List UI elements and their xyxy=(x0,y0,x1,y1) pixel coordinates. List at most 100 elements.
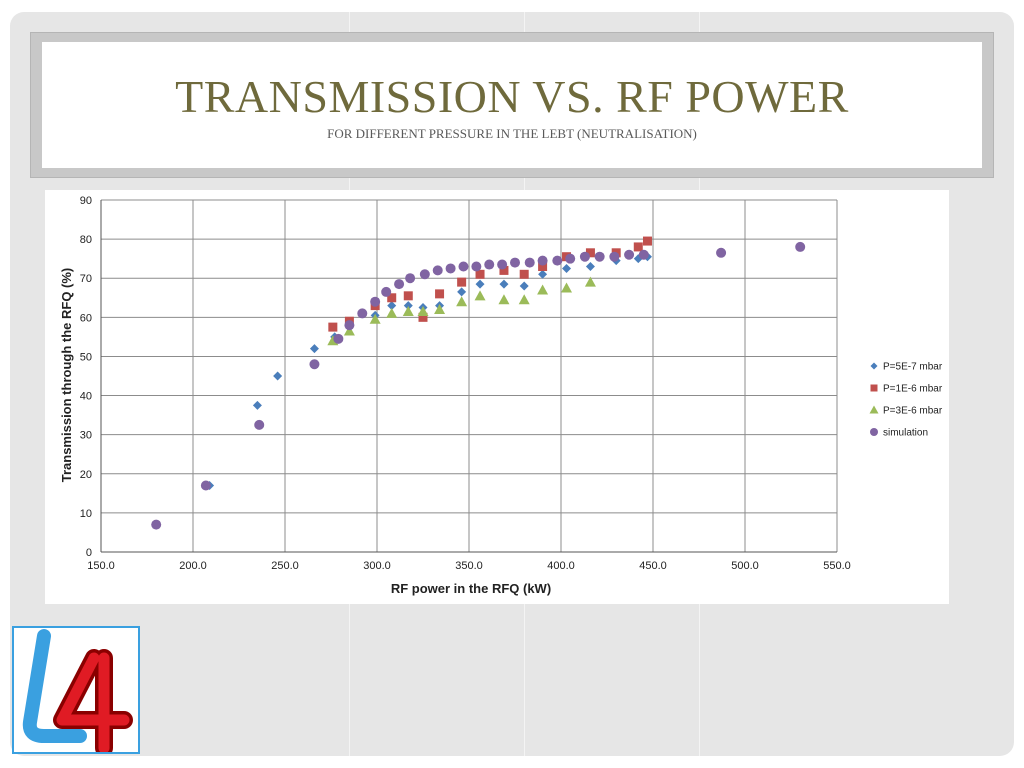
data-point xyxy=(343,325,355,336)
data-point xyxy=(333,333,344,344)
data-point xyxy=(403,291,413,301)
x-tick-label: 350.0 xyxy=(455,560,483,572)
legend-label: simulation xyxy=(883,428,928,439)
data-point xyxy=(795,241,806,252)
y-tick-label: 70 xyxy=(80,273,92,285)
data-point xyxy=(200,480,211,491)
data-point xyxy=(475,269,485,279)
slide-title: TRANSMISSION VS. RF POWER xyxy=(175,71,849,122)
l4-logo-graphic xyxy=(22,629,133,757)
data-point xyxy=(633,242,643,252)
data-point xyxy=(716,247,727,258)
data-point xyxy=(484,259,495,270)
data-point xyxy=(445,263,456,274)
data-point xyxy=(579,251,590,262)
data-point xyxy=(309,359,320,370)
legend-marker xyxy=(870,428,878,436)
data-point xyxy=(537,255,548,266)
data-point xyxy=(458,261,469,272)
data-point xyxy=(381,286,392,297)
x-tick-label: 500.0 xyxy=(731,560,759,572)
data-point xyxy=(609,251,620,262)
data-point xyxy=(386,307,398,318)
data-point xyxy=(369,313,381,324)
data-point xyxy=(638,249,649,260)
legend-label: P=3E-6 mbar xyxy=(883,406,943,417)
data-point xyxy=(151,519,162,530)
data-point xyxy=(402,305,414,316)
data-point xyxy=(387,301,397,311)
data-point xyxy=(524,257,535,268)
data-point xyxy=(585,248,595,258)
data-point xyxy=(434,304,446,315)
data-point xyxy=(497,259,508,270)
series-simulation xyxy=(151,241,806,530)
data-point xyxy=(309,344,319,354)
legend-label: P=1E-6 mbar xyxy=(883,384,943,395)
legend-marker xyxy=(869,405,879,414)
data-point xyxy=(537,284,549,295)
x-tick-label: 400.0 xyxy=(547,560,575,572)
x-tick-label: 200.0 xyxy=(179,560,207,572)
data-point xyxy=(273,371,283,381)
legend-marker xyxy=(870,362,878,370)
x-axis-title: RF power in the RFQ (kW) xyxy=(391,581,551,596)
y-tick-label: 0 xyxy=(86,547,92,559)
data-point xyxy=(419,269,430,280)
data-point xyxy=(418,312,428,322)
y-tick-label: 40 xyxy=(80,391,92,403)
data-point xyxy=(387,293,397,303)
title-box: TRANSMISSION VS. RF POWER FOR DIFFERENT … xyxy=(42,42,982,168)
data-point xyxy=(538,261,548,271)
y-tick-label: 30 xyxy=(80,430,92,442)
data-point xyxy=(435,289,445,299)
y-axis-title: Transmission through the RFQ (%) xyxy=(59,268,74,483)
y-tick-label: 90 xyxy=(80,195,92,207)
series-p-3e-6-mbar xyxy=(327,276,596,346)
data-point xyxy=(499,265,509,275)
series-p-5e-7-mbar xyxy=(205,252,652,491)
data-point xyxy=(585,261,595,271)
data-point xyxy=(344,320,355,331)
data-point xyxy=(633,254,643,264)
y-tick-label: 60 xyxy=(80,312,92,324)
data-point xyxy=(254,419,265,430)
legend-marker xyxy=(870,384,878,392)
y-tick-label: 50 xyxy=(80,351,92,363)
data-point xyxy=(498,294,510,305)
data-point xyxy=(584,276,596,287)
data-point xyxy=(552,255,563,266)
data-point xyxy=(565,253,576,264)
data-point xyxy=(594,251,605,262)
scatter-chart: 150.0 200.0 250.0 300.0 350.0 400.0 450.0 500.0… xyxy=(59,195,943,596)
data-point xyxy=(370,296,381,307)
y-tick-label: 20 xyxy=(80,469,92,481)
slide-subtitle: FOR DIFFERENT PRESSURE IN THE LEBT (NEUT… xyxy=(327,126,697,141)
data-point xyxy=(252,400,262,410)
l4-logo xyxy=(12,626,140,757)
x-tick-label: 250.0 xyxy=(271,560,299,572)
x-tick-label: 300.0 xyxy=(363,560,391,572)
data-point xyxy=(519,281,529,291)
data-point xyxy=(357,308,368,319)
data-point xyxy=(457,277,467,287)
data-point xyxy=(510,257,520,268)
data-point xyxy=(475,279,485,289)
data-point xyxy=(417,305,429,316)
y-tick-label: 80 xyxy=(80,234,92,246)
data-point xyxy=(432,265,443,276)
legend: P=5E-7 mbar P=1E-6 mbar P=3E-6 mbar simulat… xyxy=(869,362,943,439)
x-tick-label: 550.0 xyxy=(823,560,851,572)
data-point xyxy=(624,249,635,260)
data-point xyxy=(471,261,482,272)
data-point xyxy=(328,322,338,332)
data-point xyxy=(405,273,416,284)
data-point xyxy=(456,296,468,307)
y-tick-label: 10 xyxy=(80,508,92,520)
x-tick-label: 450.0 xyxy=(639,560,667,572)
data-point xyxy=(642,236,652,246)
data-point xyxy=(394,279,405,290)
data-point xyxy=(562,263,572,273)
data-point xyxy=(403,301,413,311)
data-point xyxy=(499,279,509,289)
